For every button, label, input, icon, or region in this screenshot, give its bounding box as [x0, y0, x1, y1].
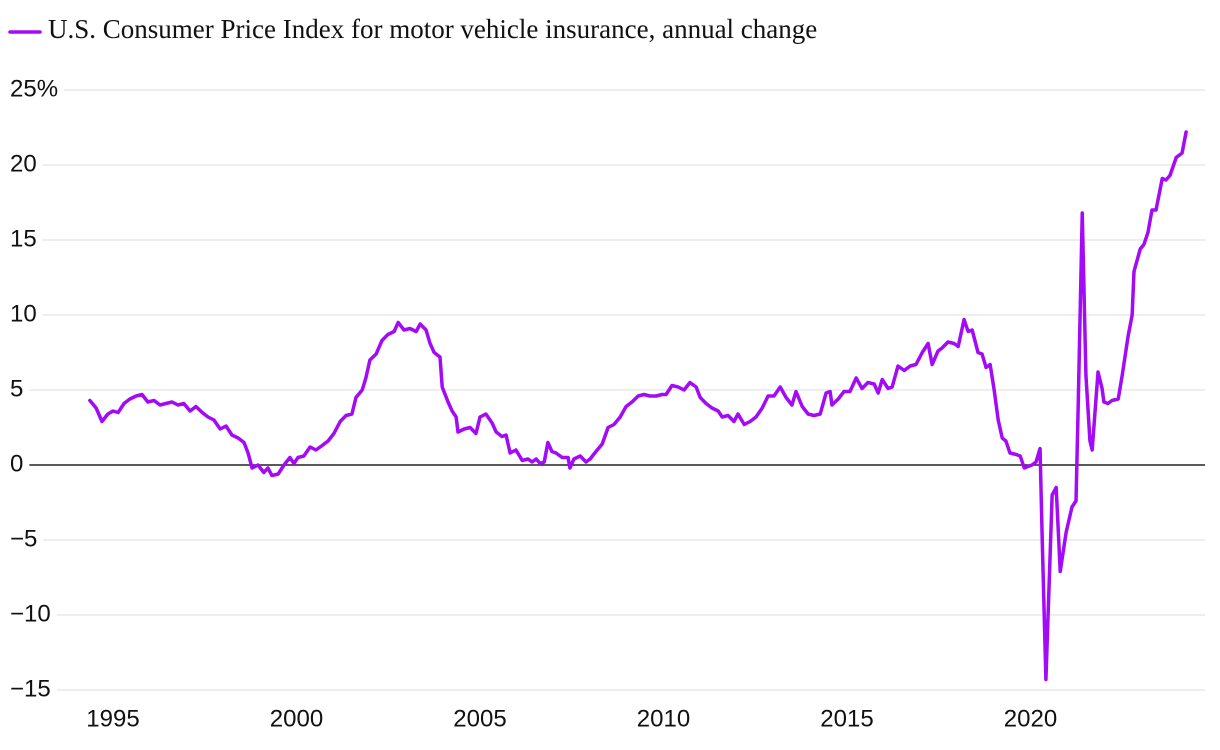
y-tick-label: −5 [10, 525, 37, 552]
y-tick-label: −10 [10, 600, 51, 627]
y-tick-label: 10 [10, 300, 37, 327]
y-tick-label: 20 [10, 150, 37, 177]
y-tick-label: 0 [10, 450, 23, 477]
x-tick-label: 2005 [453, 705, 506, 732]
x-tick-label: 1995 [86, 705, 139, 732]
x-tick-label: 2015 [820, 705, 873, 732]
x-tick-label: 2000 [270, 705, 323, 732]
x-tick-label: 2010 [637, 705, 690, 732]
data-line [88, 130, 1188, 682]
x-tick-label: 2020 [1004, 705, 1057, 732]
y-tick-label: −15 [10, 675, 51, 702]
grid [29, 89, 1205, 691]
legend-text: U.S. Consumer Price Index for motor vehi… [48, 14, 817, 44]
y-tick-label: 5 [10, 375, 23, 402]
y-tick-label: 25% [10, 75, 58, 102]
y-tick-label: 15 [10, 225, 37, 252]
